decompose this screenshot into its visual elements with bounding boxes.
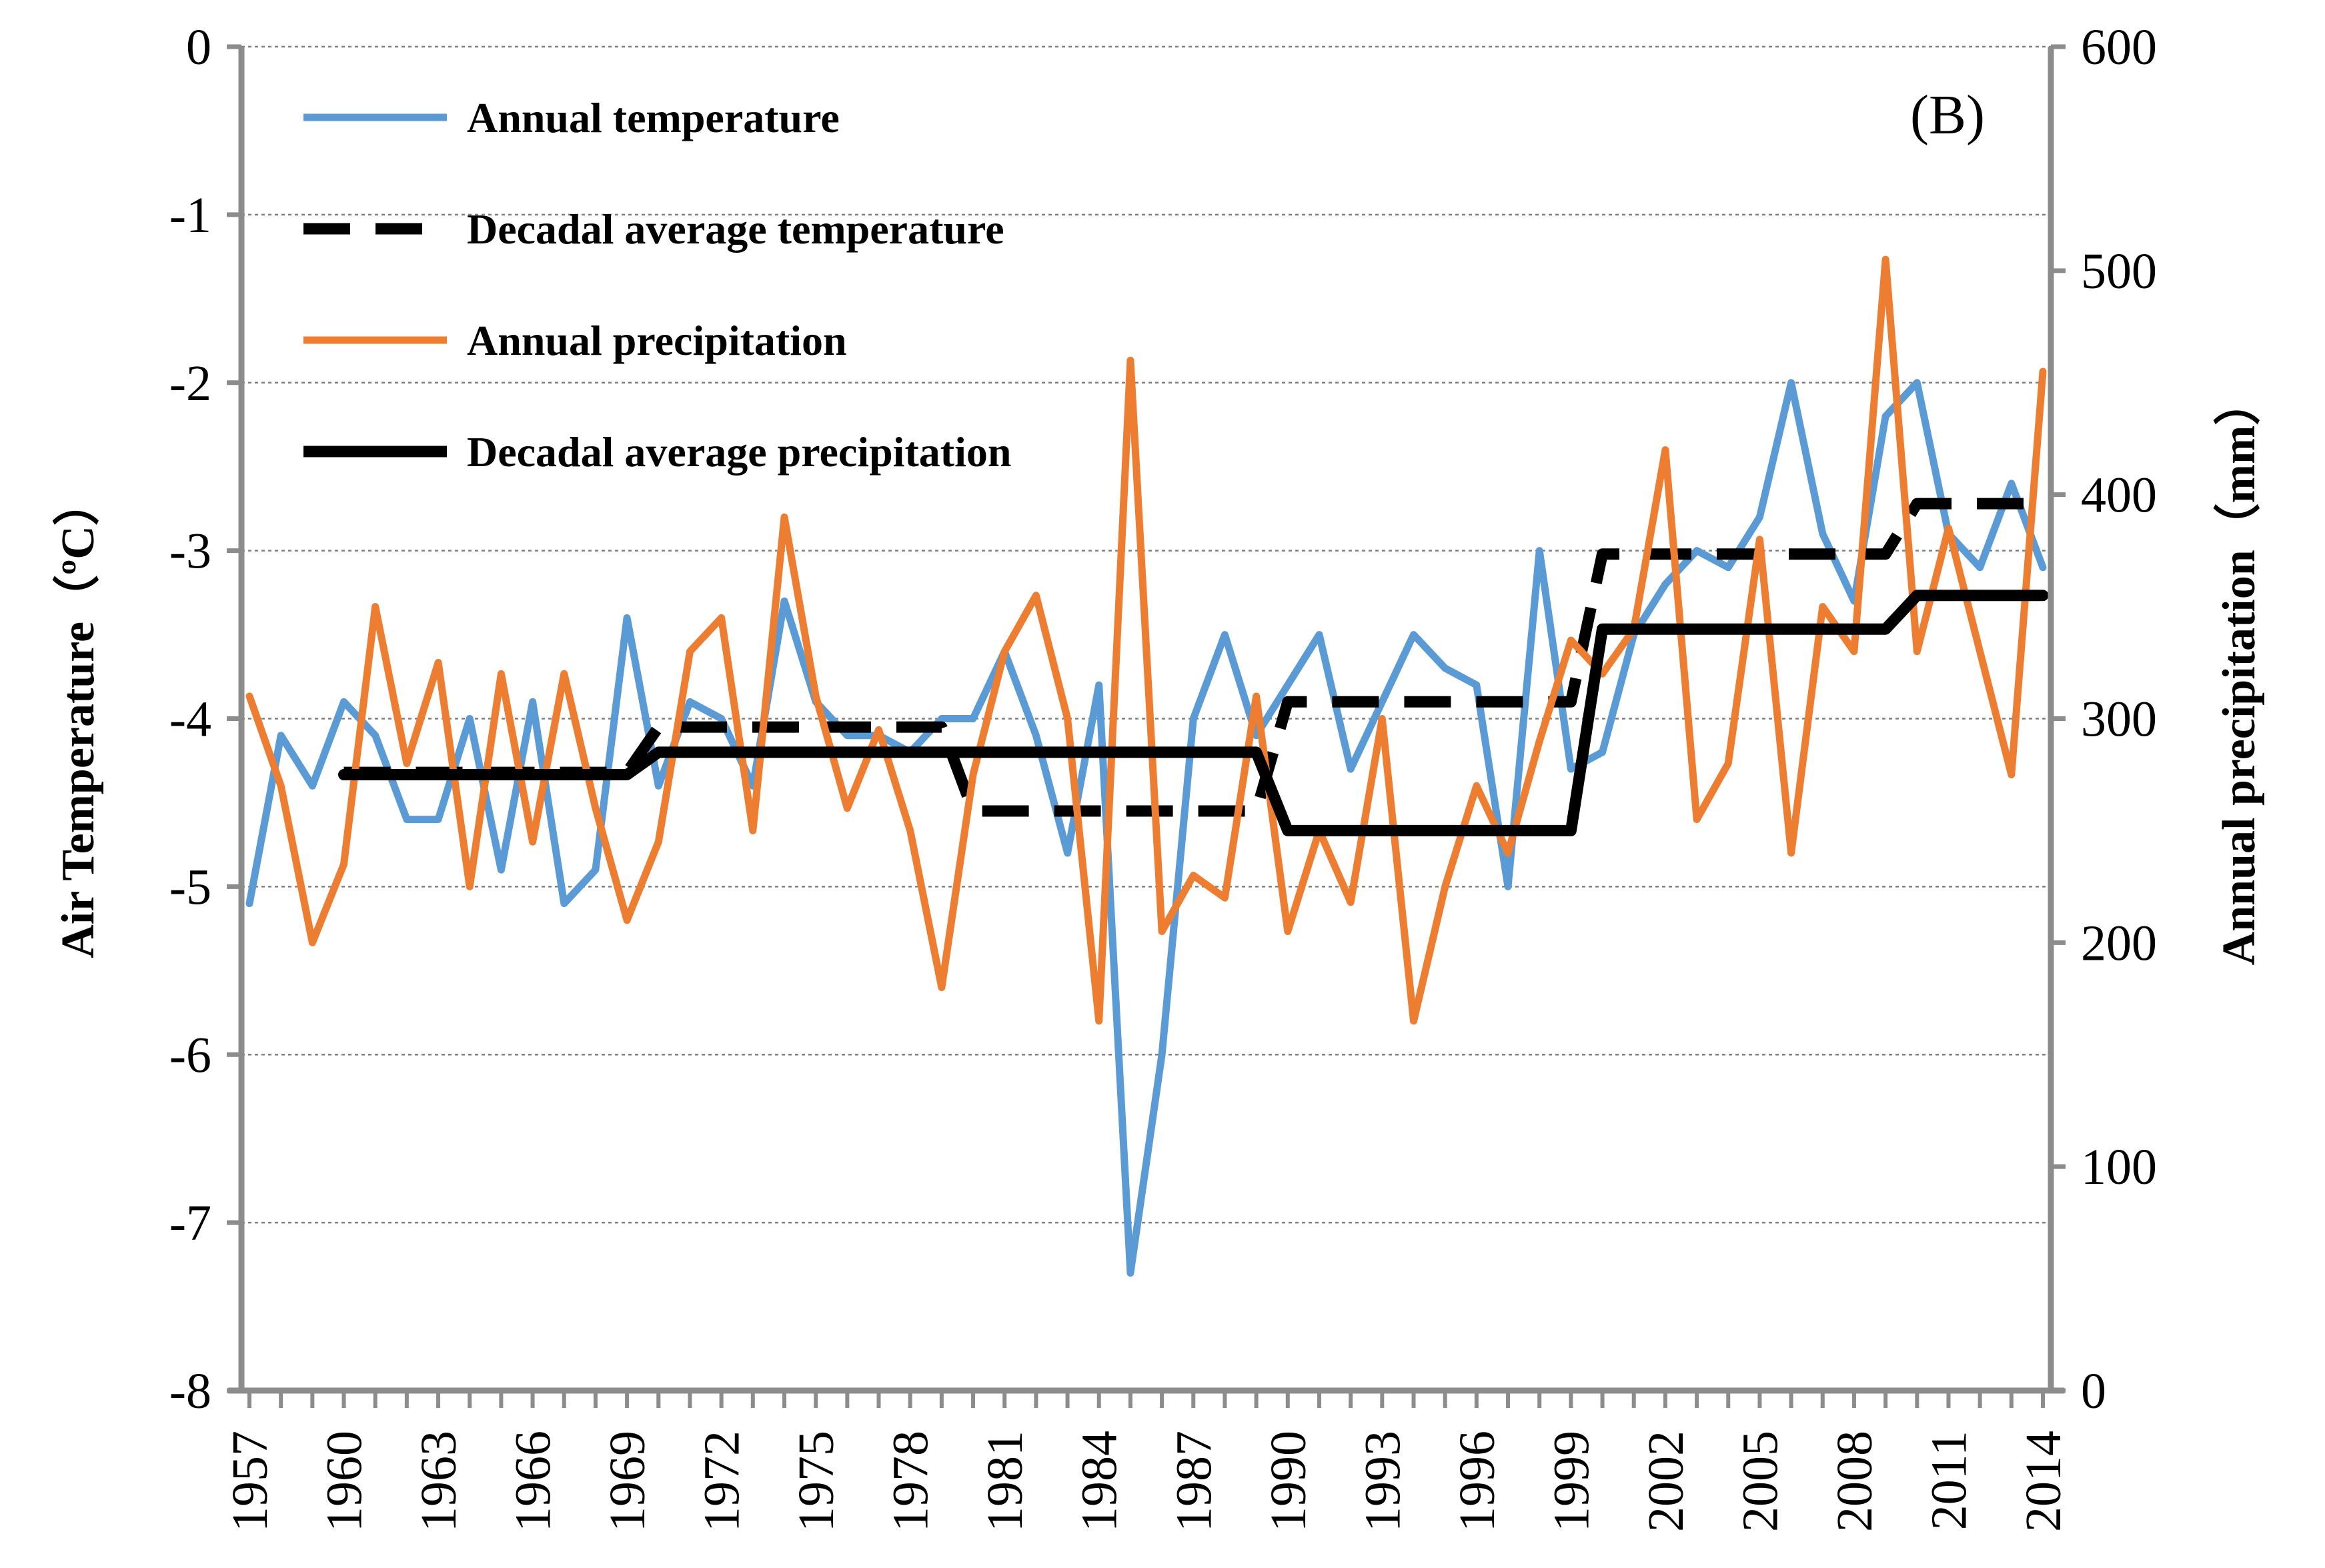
- x-tick-label: 2011: [1921, 1431, 1977, 1530]
- legend-label-annual-temperature: Annual temperature: [467, 94, 840, 141]
- x-tick-label: 2002: [1638, 1431, 1694, 1532]
- panel-label: (B): [1910, 84, 1985, 146]
- legend-label-annual-precipitation: Annual precipitation: [467, 317, 847, 364]
- right-axis-title: Annual precipitation（mm）: [2213, 379, 2265, 966]
- x-tick-label: 1978: [883, 1431, 939, 1532]
- x-tick-label: 2014: [2016, 1431, 2072, 1532]
- x-tick-label: 1987: [1166, 1431, 1222, 1532]
- x-tick-label: 1990: [1261, 1431, 1317, 1532]
- right-tick-label: 0: [2081, 1363, 2106, 1419]
- x-tick-label: 1981: [977, 1431, 1033, 1532]
- x-tick-label: 1960: [317, 1431, 373, 1532]
- legend-label-decadal-average-temperature: Decadal average temperature: [467, 205, 1004, 253]
- left-tick-label: -5: [169, 859, 211, 915]
- right-tick-label: 500: [2081, 243, 2157, 299]
- left-tick-label: -3: [169, 524, 211, 580]
- left-tick-label: -2: [169, 355, 211, 412]
- series-decadal-average-temperature: [343, 498, 2043, 817]
- left-tick-label: -8: [169, 1363, 211, 1419]
- x-tick-label: 1957: [222, 1431, 278, 1532]
- x-tick-label: 1975: [788, 1431, 844, 1532]
- left-tick-label: -4: [169, 692, 211, 748]
- x-tick-label: 2008: [1827, 1431, 1883, 1532]
- x-tick-label: 2005: [1732, 1431, 1788, 1532]
- right-tick-label: 600: [2081, 19, 2157, 75]
- left-tick-label: -1: [169, 187, 211, 243]
- right-tick-label: 200: [2081, 915, 2157, 971]
- left-tick-label: -6: [169, 1027, 211, 1083]
- right-tick-label: 100: [2081, 1139, 2157, 1195]
- x-tick-label: 1963: [411, 1431, 467, 1532]
- legend: Annual temperature Decadal average temper…: [303, 94, 1011, 476]
- series-annual-precipitation: [245, 255, 2047, 1025]
- x-tick-label: 1969: [600, 1431, 656, 1532]
- left-tick-label: 0: [186, 19, 211, 75]
- x-tick-label: 1972: [694, 1431, 750, 1532]
- x-tick-label: 1966: [506, 1431, 562, 1532]
- right-tick-label: 400: [2081, 468, 2157, 524]
- tick-layer: 0 -1 -2 -3 -4 -5 -6 -7 -8 600 500 400 300 200 100 0 1957…: [169, 19, 2157, 1532]
- x-tick-label: 1996: [1449, 1431, 1505, 1532]
- x-tick-label: 1993: [1355, 1431, 1411, 1532]
- right-tick-label: 300: [2081, 692, 2157, 748]
- series-layer: [245, 255, 2049, 1277]
- left-axis-title: Air Temperature（ºC）: [52, 479, 104, 958]
- legend-label-decadal-average-precipitation: Decadal average precipitation: [467, 428, 1011, 476]
- series-decadal-average-precipitation: [338, 590, 2049, 836]
- left-tick-label: -7: [169, 1195, 211, 1251]
- x-tick-label: 1999: [1543, 1431, 1599, 1532]
- x-tick-label: 1984: [1072, 1431, 1128, 1532]
- series-annual-temperature: [245, 379, 2047, 1277]
